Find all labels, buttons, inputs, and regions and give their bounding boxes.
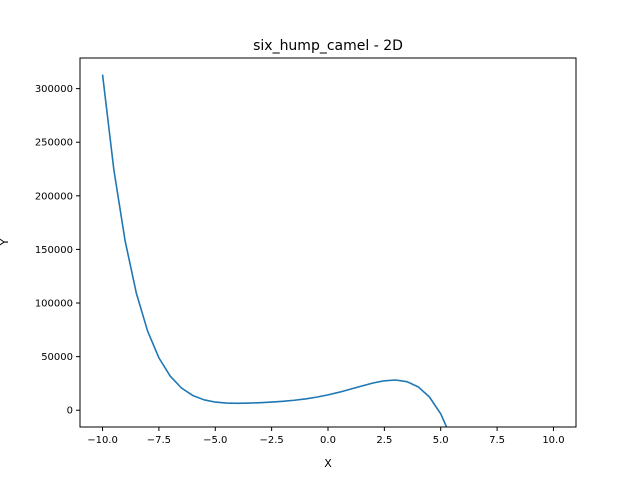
y-tick-label: 200000 — [35, 191, 73, 202]
x-tick-label: −5.0 — [203, 435, 227, 446]
plot-area: −10.0 −7.5 −5.0 −2.5 0.0 2.5 5.0 7.5 10.0 0 50000 1… — [35, 57, 577, 446]
x-tick-label: −2.5 — [259, 435, 283, 446]
x-tick-label: 10.0 — [542, 435, 564, 446]
y-axis-label: Y — [0, 238, 11, 246]
y-tick-label: 100000 — [35, 299, 73, 310]
x-tick-label: 7.5 — [489, 435, 505, 446]
x-tick-label: −10.0 — [87, 435, 118, 446]
x-axis-label: X — [324, 457, 332, 470]
axes-frame — [79, 57, 577, 428]
x-tick-label: −7.5 — [147, 435, 171, 446]
x-tick-label: 2.5 — [376, 435, 392, 446]
y-tick-label: 150000 — [35, 245, 73, 256]
y-tick-label: 50000 — [41, 352, 73, 363]
y-tick-label: 300000 — [35, 84, 73, 95]
x-tick-label: 5.0 — [433, 435, 449, 446]
series-line-six_hump_camel — [101, 74, 448, 427]
y-tick-label: 0 — [67, 406, 73, 417]
chart-title: six_hump_camel - 2D — [253, 38, 403, 54]
y-tick-label: 250000 — [35, 138, 73, 149]
x-tick-label: 0.0 — [320, 435, 336, 446]
